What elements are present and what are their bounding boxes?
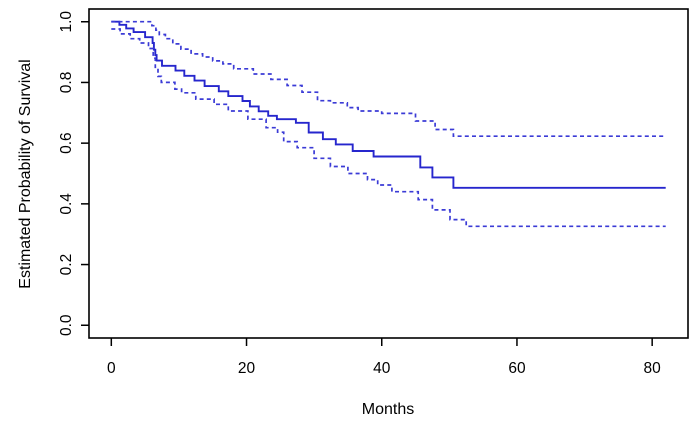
curves-group bbox=[111, 20, 666, 228]
x-tick-label: 40 bbox=[373, 360, 391, 377]
x-axis-title: Months bbox=[362, 401, 414, 418]
axes-group: 0 20 40 60 80 0.0 0.2 0.4 0.6 0.8 1.0 bbox=[58, 8, 689, 377]
y-tick-label: 0.2 bbox=[58, 254, 75, 276]
x-tick-label: 20 bbox=[238, 360, 256, 377]
y-tick-label: 0.8 bbox=[58, 72, 75, 94]
y-tick-label: 0.4 bbox=[58, 193, 75, 215]
ci-lower-curve bbox=[111, 28, 666, 228]
x-tick-label: 80 bbox=[644, 360, 662, 377]
plot-border bbox=[88, 8, 689, 339]
km-estimate-curve bbox=[111, 20, 666, 189]
y-tick-label: 1.0 bbox=[58, 11, 75, 33]
y-tick-label: 0.6 bbox=[58, 132, 75, 154]
x-tick-label: 60 bbox=[508, 360, 526, 377]
ci-upper-curve bbox=[111, 20, 666, 138]
y-axis-title: Estimated Probability of Survival bbox=[17, 59, 34, 288]
x-tick-label: 0 bbox=[107, 360, 116, 377]
y-tick-label: 0.0 bbox=[58, 314, 75, 336]
